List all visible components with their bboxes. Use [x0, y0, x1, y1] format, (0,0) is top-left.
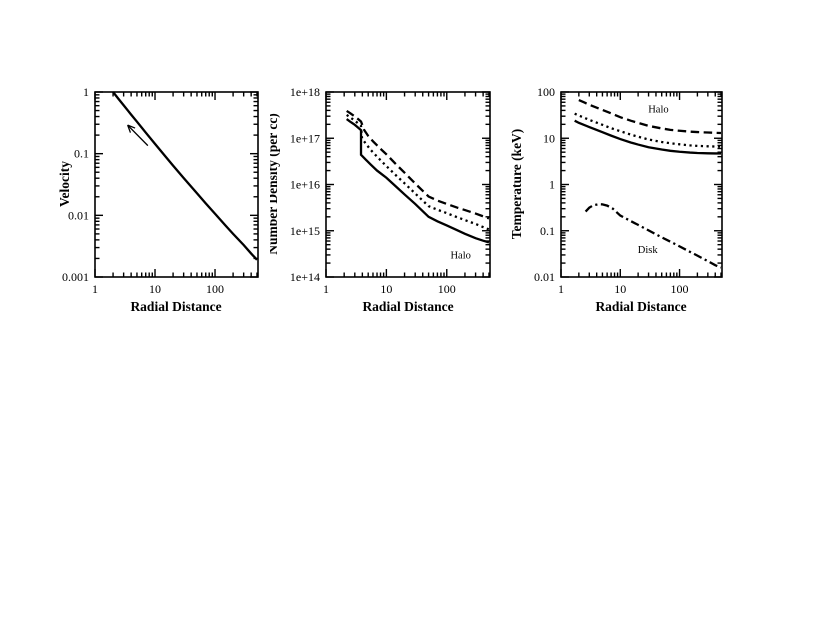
number-density-plot: Radial Distance Number Density (per cc) …	[270, 85, 491, 314]
svg-text:0.1: 0.1	[74, 147, 89, 161]
svg-text:10: 10	[380, 282, 392, 296]
svg-text:1: 1	[83, 85, 89, 99]
svg-text:100: 100	[438, 282, 456, 296]
temperature-y-axis-label: Temperature (keV)	[509, 129, 524, 240]
svg-text:1e+17: 1e+17	[290, 131, 320, 145]
velocity-x-axis-label: Radial Distance	[130, 299, 221, 314]
svg-text:10: 10	[543, 131, 555, 145]
density-x-axis-label: Radial Distance	[362, 299, 453, 314]
svg-text:0.001: 0.001	[62, 270, 89, 284]
svg-text:1e+18: 1e+18	[290, 85, 320, 99]
density-y-axis-label: Number Density (per cc)	[270, 113, 280, 255]
svg-text:Disk: Disk	[638, 245, 659, 256]
svg-text:0.1: 0.1	[540, 224, 555, 238]
temperature-x-axis-label: Radial Distance	[595, 299, 686, 314]
svg-text:1e+14: 1e+14	[290, 270, 320, 284]
svg-text:0.01: 0.01	[68, 208, 89, 222]
velocity-chart: Radial Distance Velocity 1 10 100 1 0.1 0.01 0…	[40, 78, 280, 330]
svg-text:1: 1	[92, 282, 98, 296]
svg-text:100: 100	[537, 85, 555, 99]
svg-text:0.01: 0.01	[534, 270, 555, 284]
svg-text:1: 1	[323, 282, 329, 296]
svg-text:10: 10	[149, 282, 161, 296]
number-density-chart: Radial Distance Number Density (per cc) …	[270, 78, 510, 330]
svg-text:1e+16: 1e+16	[290, 178, 320, 192]
svg-text:100: 100	[206, 282, 224, 296]
velocity-y-axis-label: Velocity	[57, 161, 72, 207]
svg-text:Halo: Halo	[450, 251, 470, 262]
svg-text:1: 1	[558, 282, 564, 296]
temperature-chart: Radial Distance Temperature (keV) 1 10 100…	[505, 78, 745, 330]
svg-text:Halo: Halo	[648, 105, 668, 116]
svg-text:1: 1	[549, 178, 555, 192]
velocity-plot: Radial Distance Velocity 1 10 100 1 0.1 0.01 0…	[57, 85, 259, 314]
svg-text:1e+15: 1e+15	[290, 224, 320, 238]
svg-text:10: 10	[614, 282, 626, 296]
svg-text:100: 100	[671, 282, 689, 296]
temperature-plot: Radial Distance Temperature (keV) 1 10 100…	[509, 85, 723, 314]
